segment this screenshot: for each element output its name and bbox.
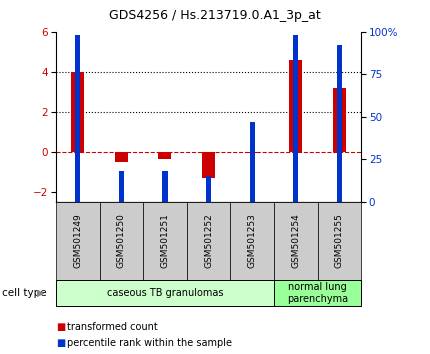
- Text: ■: ■: [56, 338, 65, 348]
- FancyBboxPatch shape: [99, 202, 143, 280]
- Bar: [75, 35, 80, 202]
- Bar: [246, 152, 259, 153]
- Text: GSM501255: GSM501255: [335, 213, 344, 268]
- Text: GSM501254: GSM501254: [291, 213, 300, 268]
- FancyBboxPatch shape: [230, 202, 274, 280]
- Bar: [289, 60, 302, 152]
- Bar: [158, 152, 172, 159]
- Text: transformed count: transformed count: [67, 322, 157, 332]
- Text: normal lung
parenchyma: normal lung parenchyma: [287, 282, 348, 304]
- Text: GSM501251: GSM501251: [160, 213, 169, 268]
- FancyBboxPatch shape: [187, 202, 230, 280]
- Bar: [71, 72, 84, 152]
- Text: cell type: cell type: [2, 288, 47, 298]
- Bar: [293, 35, 298, 202]
- Text: GSM501249: GSM501249: [73, 213, 82, 268]
- Text: caseous TB granulomas: caseous TB granulomas: [107, 288, 223, 298]
- FancyBboxPatch shape: [274, 202, 318, 280]
- Bar: [115, 152, 128, 162]
- Text: GDS4256 / Hs.213719.0.A1_3p_at: GDS4256 / Hs.213719.0.A1_3p_at: [109, 9, 321, 22]
- Bar: [333, 88, 346, 152]
- Bar: [202, 152, 215, 178]
- Bar: [206, 176, 211, 202]
- Bar: [249, 122, 255, 202]
- Text: ■: ■: [56, 322, 65, 332]
- FancyBboxPatch shape: [274, 280, 361, 306]
- Text: GSM501250: GSM501250: [117, 213, 126, 268]
- Text: ▶: ▶: [37, 288, 45, 298]
- FancyBboxPatch shape: [56, 202, 99, 280]
- FancyBboxPatch shape: [318, 202, 361, 280]
- Bar: [162, 171, 168, 202]
- Text: percentile rank within the sample: percentile rank within the sample: [67, 338, 232, 348]
- Bar: [119, 171, 124, 202]
- Bar: [337, 45, 342, 202]
- FancyBboxPatch shape: [143, 202, 187, 280]
- Text: GSM501252: GSM501252: [204, 213, 213, 268]
- FancyBboxPatch shape: [56, 280, 274, 306]
- Text: GSM501253: GSM501253: [248, 213, 257, 268]
